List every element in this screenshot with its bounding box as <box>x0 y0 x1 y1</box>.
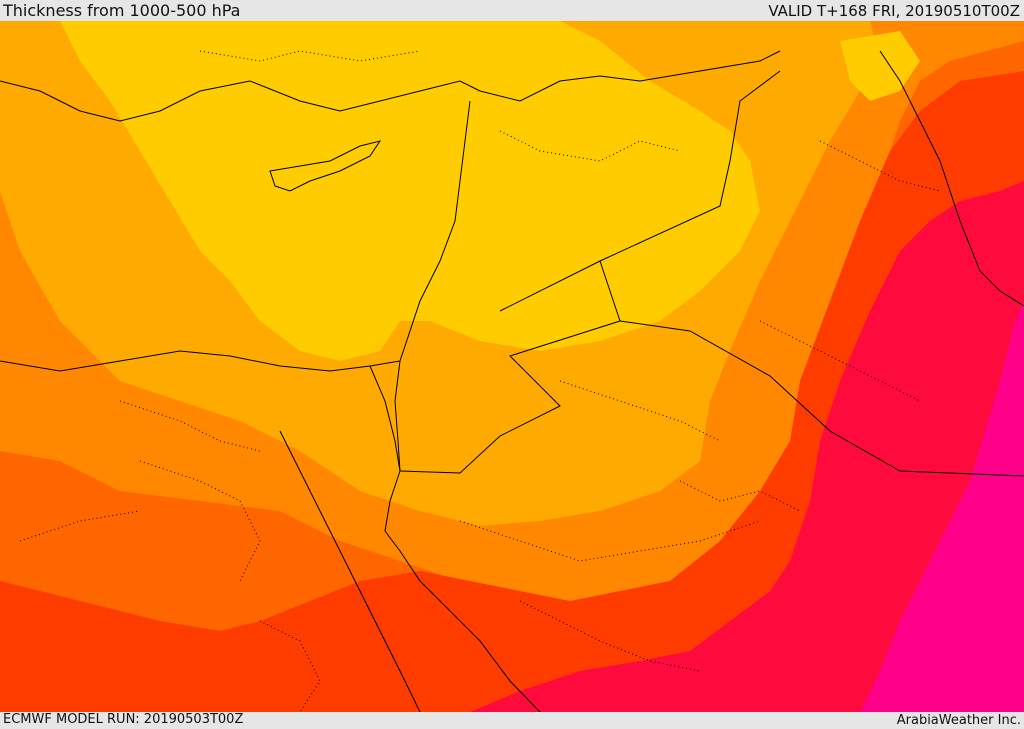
coastline-turkey <box>0 80 481 122</box>
valid-time: VALID T+168 FRI, 20190510T00Z <box>768 2 1020 20</box>
province-boundaries <box>19 50 941 712</box>
model-run: ECMWF MODEL RUN: 20190503T00Z <box>3 712 244 727</box>
map-title: Thickness from 1000-500 hPa <box>3 1 241 20</box>
border-egypt-israel <box>369 365 401 472</box>
coastline-red-sea-west <box>279 430 421 712</box>
header-bar: Thickness from 1000-500 hPa VALID T+168 … <box>0 0 1024 21</box>
coastline-cyprus <box>269 140 382 192</box>
thickness-map[interactable] <box>0 21 1024 712</box>
border-saudi-iraq <box>619 320 1024 477</box>
footer-bar: ECMWF MODEL RUN: 20190503T00Z ArabiaWeat… <box>0 712 1024 729</box>
thickness-band-1-east <box>840 31 920 101</box>
coastline-egypt <box>0 350 401 372</box>
coastline-red-sea-east <box>384 470 541 712</box>
border-turkey-syria <box>479 50 781 102</box>
thickness-band-7 <box>860 301 1024 712</box>
thickness-band-6 <box>470 181 1024 712</box>
coastline-persian-gulf <box>879 50 1024 307</box>
border-syria-iraq <box>499 70 781 312</box>
thickness-band-5 <box>0 71 1024 712</box>
coastline-levant <box>394 100 471 472</box>
thickness-band-1 <box>60 21 760 361</box>
political-borders <box>0 50 1024 712</box>
credit: ArabiaWeather Inc. <box>896 713 1021 728</box>
